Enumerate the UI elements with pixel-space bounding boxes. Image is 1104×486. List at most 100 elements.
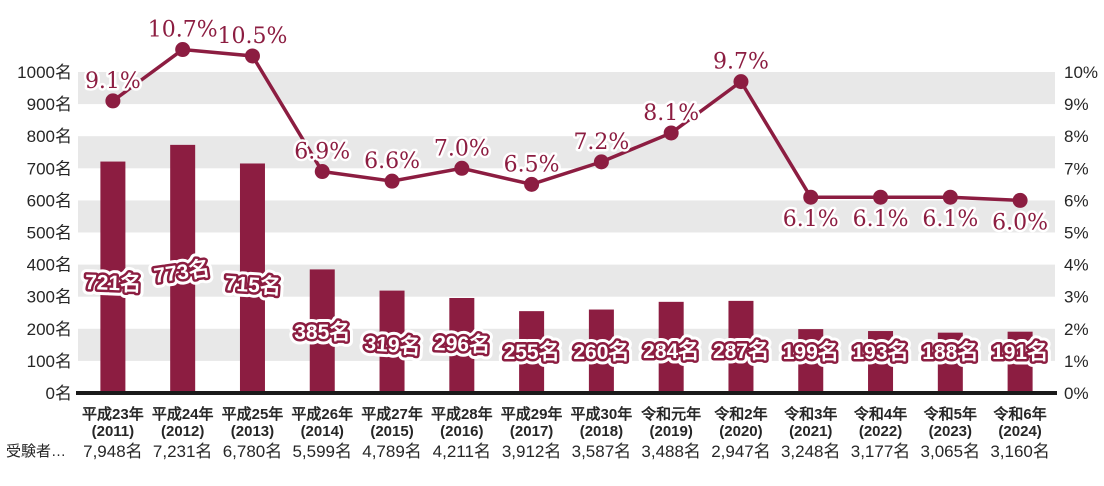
pct-label: 6.1% <box>853 207 909 232</box>
x-tick-year: (2022) <box>859 423 902 440</box>
applicants-value: 7,948名 <box>83 442 143 461</box>
x-tick-year: (2016) <box>440 423 483 440</box>
x-tick-era: 平成25年 <box>222 405 284 423</box>
bar-value-label: 715名 <box>224 271 282 299</box>
bar-value-label: 287名 <box>713 339 769 363</box>
x-tick-year: (2019) <box>649 423 692 440</box>
right-axis-tick-label: 6% <box>1064 191 1089 210</box>
x-tick-year: (2018) <box>580 423 623 440</box>
line-marker <box>803 189 819 205</box>
bar <box>868 331 894 393</box>
applicants-value: 7,231名 <box>153 442 213 461</box>
line-marker <box>663 125 679 141</box>
bar-value-label-halo: 188名 <box>922 340 978 364</box>
line-marker <box>733 74 749 90</box>
pct-label: 6.0% <box>992 210 1048 235</box>
bar <box>519 311 545 393</box>
x-tick-era: 平成24年 <box>152 405 214 423</box>
line-marker <box>175 42 191 58</box>
bar-value-label-halo: 287名 <box>713 339 769 363</box>
applicants-value: 2,947名 <box>711 442 771 461</box>
bar-value-label: 721名 <box>85 270 142 296</box>
right-axis-tick-label: 1% <box>1064 352 1089 371</box>
bar-value-label-halo: 255名 <box>504 340 560 364</box>
x-tick-year: (2014) <box>301 423 344 440</box>
left-axis-tick-label: 600名 <box>27 191 72 210</box>
applicants-row-label: 受験者… <box>6 443 66 460</box>
bar <box>728 300 754 393</box>
bar-value-label: 191名 <box>992 340 1048 364</box>
line-marker <box>524 176 540 192</box>
bar-value-label: 319名 <box>364 331 422 359</box>
bar-value-label: 199名 <box>783 340 839 364</box>
pct-label: 6.1% <box>922 207 978 232</box>
left-axis-tick-label: 0名 <box>46 384 72 403</box>
pct-label: 7.2% <box>573 130 629 155</box>
applicants-value: 3,177名 <box>851 442 911 461</box>
left-axis-tick-label: 300名 <box>27 288 72 307</box>
bar-value-label: 188名 <box>922 340 978 364</box>
pct-label: 9.1% <box>85 69 141 94</box>
bar <box>170 144 196 393</box>
bar-value-label: 260名 <box>573 340 629 364</box>
bar-value-label-halo: 284名 <box>643 339 699 363</box>
left-axis-tick-label: 900名 <box>27 95 72 114</box>
line-marker <box>1012 192 1028 208</box>
pct-label: 8.1% <box>643 101 699 126</box>
applicants-value: 5,599名 <box>292 442 352 461</box>
bar-value-label: 284名 <box>643 339 699 363</box>
bar <box>937 332 963 393</box>
x-tick-era: 平成27年 <box>361 405 423 423</box>
bar-value-label-halo: 385名 <box>294 320 350 344</box>
applicants-value: 3,587名 <box>572 442 632 461</box>
bar <box>588 309 614 393</box>
line-marker <box>105 93 121 109</box>
pct-label: 6.6% <box>364 149 420 174</box>
bar <box>449 297 475 393</box>
grid-band <box>78 136 1055 169</box>
bar-value-label: 385名 <box>294 320 350 344</box>
right-axis-tick-label: 7% <box>1064 159 1089 178</box>
applicants-value: 3,065名 <box>921 442 981 461</box>
left-axis-tick-label: 400名 <box>27 256 72 275</box>
bar-value-label-halo: 191名 <box>992 340 1048 364</box>
line-marker <box>314 164 330 180</box>
bar-value-label: 296名 <box>434 331 491 357</box>
pct-label: 7.0% <box>434 136 490 161</box>
applicants-value: 3,912名 <box>502 442 562 461</box>
applicants-value: 4,211名 <box>433 442 491 461</box>
line-marker <box>873 189 889 205</box>
x-tick-era: 令和6年 <box>993 405 1046 423</box>
bar-value-label: 193名 <box>853 340 909 364</box>
bar <box>798 329 824 393</box>
x-tick-era: 平成28年 <box>431 405 493 423</box>
bar-value-label-halo: 193名 <box>853 340 909 364</box>
right-axis-tick-label: 3% <box>1064 288 1089 307</box>
right-axis-tick-label: 5% <box>1064 224 1089 243</box>
left-axis-tick-label: 700名 <box>27 159 72 178</box>
x-tick-year: (2020) <box>719 423 762 440</box>
right-axis-tick-label: 8% <box>1064 127 1089 146</box>
right-axis-tick-label: 10% <box>1064 63 1098 82</box>
left-axis-tick-label: 200名 <box>27 320 72 339</box>
left-axis-tick-label: 500名 <box>27 224 72 243</box>
x-tick-era: 令和2年 <box>714 405 767 423</box>
x-tick-year: (2024) <box>998 423 1041 440</box>
pct-label: 6.9% <box>294 140 350 165</box>
pct-label: 6.1% <box>783 207 839 232</box>
x-tick-era: 平成26年 <box>291 405 353 423</box>
bar <box>658 301 684 393</box>
bar <box>1007 331 1033 393</box>
right-axis-tick-label: 9% <box>1064 95 1089 114</box>
x-tick-era: 令和元年 <box>641 405 701 423</box>
right-axis-tick-label: 0% <box>1064 384 1089 403</box>
x-tick-era: 令和4年 <box>854 405 907 423</box>
line-marker <box>454 160 470 176</box>
x-tick-year: (2011) <box>92 423 135 440</box>
bar-value-label: 255名 <box>504 340 560 364</box>
applicants-value: 3,160名 <box>990 442 1050 461</box>
left-axis-tick-label: 100名 <box>27 352 72 371</box>
x-tick-era: 令和3年 <box>784 405 837 423</box>
bar-value-label-halo: 260名 <box>573 340 629 364</box>
x-tick-year: (2017) <box>510 423 553 440</box>
